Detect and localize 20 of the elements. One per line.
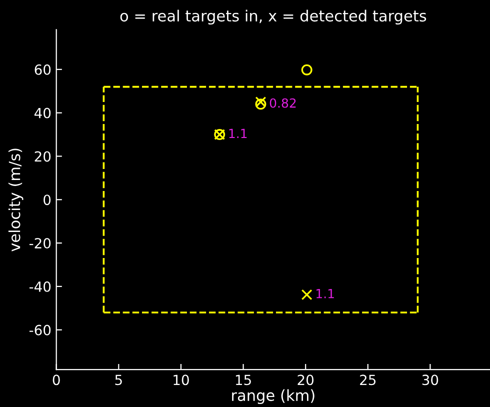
y-tick-label: 40 <box>34 108 51 118</box>
x-tick-label: 10 <box>174 374 189 386</box>
chart-title: o = real targets in, x = detected targets <box>120 10 426 25</box>
x-tick-label: 25 <box>360 374 376 386</box>
annotation: 1.1 <box>229 128 247 138</box>
x-tick-label: 5 <box>115 374 122 386</box>
x-tick-label: 0 <box>52 374 60 386</box>
x-tick-label: 15 <box>236 374 251 386</box>
y-tick-label: 60 <box>34 64 51 75</box>
y-axis-title: velocity (m/s) <box>8 148 24 252</box>
annotation: 1.1 <box>316 289 334 298</box>
x-tick-label: 30 <box>422 374 438 386</box>
y-tick-label: 20 <box>34 151 51 162</box>
y-tick-label: -60 <box>29 324 51 336</box>
y-tick-label: -40 <box>29 281 51 292</box>
annotation: 0.82 <box>270 98 296 108</box>
y-tick-label: -20 <box>29 238 51 249</box>
x-axis-title: range (km) <box>232 389 314 404</box>
x-tick-label: 20 <box>298 374 314 386</box>
y-tick-label: 0 <box>44 194 51 206</box>
